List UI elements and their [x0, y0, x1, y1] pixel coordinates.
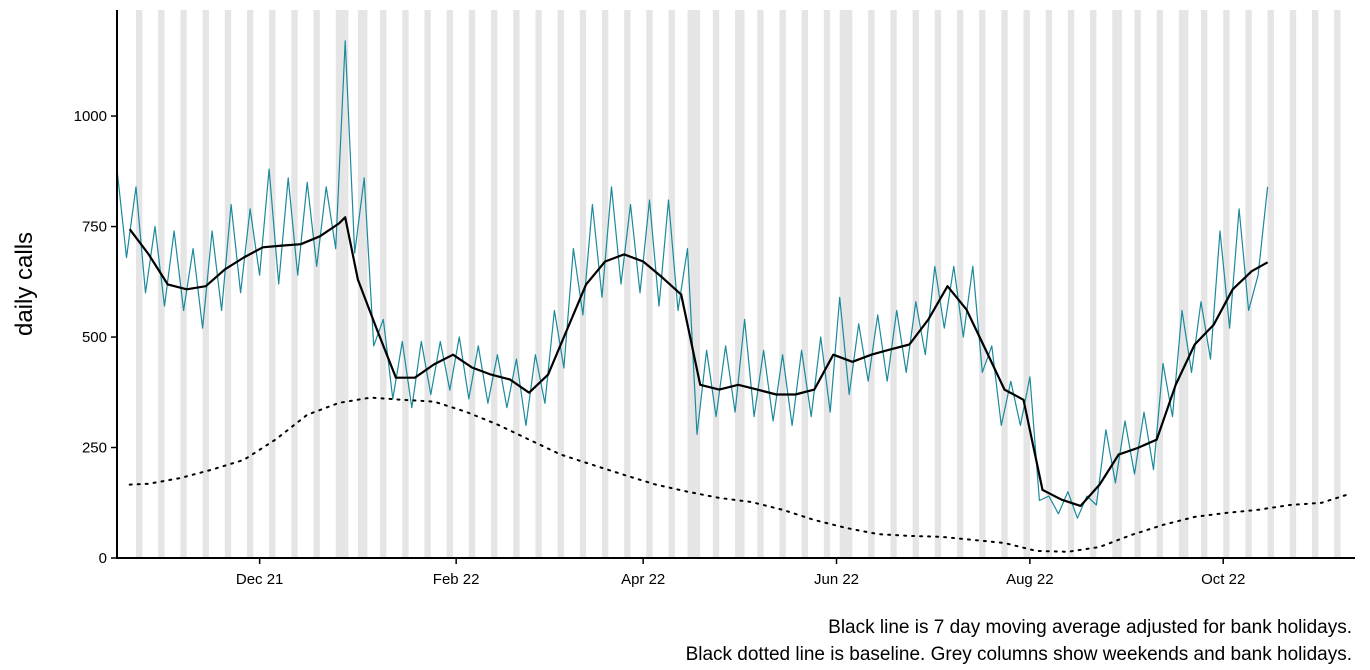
weekend-column: [579, 10, 587, 558]
x-tick-label: Jun 22: [814, 571, 859, 588]
weekend-column: [1001, 10, 1008, 558]
weekend-column: [1045, 10, 1053, 558]
weekend-column: [136, 10, 143, 558]
bank-holiday-column: [342, 10, 346, 558]
weekend-column: [535, 10, 542, 558]
weekend-column: [1245, 10, 1252, 558]
weekend-column: [1267, 10, 1274, 558]
bank-holiday-column: [1118, 10, 1122, 558]
weekend-column: [269, 10, 276, 558]
weekend-column: [690, 10, 698, 558]
weekend-column: [380, 10, 387, 558]
bank-holiday-column: [842, 10, 847, 558]
y-tick-label: 750: [82, 219, 107, 236]
series-line: [116, 40, 1269, 519]
weekend-column: [846, 10, 853, 558]
weekend-column: [757, 10, 764, 558]
weekend-column: [1023, 10, 1030, 558]
weekend-column: [912, 10, 919, 558]
weekend-column: [491, 10, 498, 558]
weekend-column: [868, 10, 875, 558]
bank-holiday-column: [741, 10, 745, 558]
weekend-column: [1178, 10, 1186, 558]
weekend-column: [1223, 10, 1230, 558]
weekend-column: [1134, 10, 1141, 558]
weekend-column: [1334, 10, 1341, 558]
weekend-column: [246, 10, 254, 558]
weekend-column: [735, 10, 742, 558]
caption: Black line is 7 day moving average adjus…: [828, 617, 1352, 638]
weekend-column: [823, 10, 831, 558]
weekend-column: [801, 10, 808, 558]
weekend-column: [956, 10, 964, 558]
bank-holiday-column: [364, 10, 368, 558]
weekend-column: [424, 10, 431, 558]
weekend-column: [1311, 10, 1319, 558]
weekend-column: [468, 10, 476, 558]
weekend-column: [1112, 10, 1119, 558]
x-tick-label: Apr 22: [621, 571, 665, 588]
weekend-column: [1067, 10, 1075, 558]
weekend-column: [624, 10, 631, 558]
y-tick-label: 250: [82, 440, 107, 457]
shading: [136, 10, 1341, 558]
series-line: [128, 396, 1348, 553]
weekend-column: [979, 10, 986, 558]
bank-holiday-column: [697, 10, 701, 558]
weekend-column: [513, 10, 520, 558]
bank-holiday-column: [345, 10, 349, 558]
weekend-column: [446, 10, 453, 558]
plot: [116, 40, 1348, 553]
weekend-column: [291, 10, 298, 558]
y-tick-label: 500: [82, 329, 107, 346]
series-line: [128, 216, 1269, 507]
weekend-column: [180, 10, 187, 558]
weekend-column: [1156, 10, 1163, 558]
weekend-column: [646, 10, 653, 558]
weekend-column: [224, 10, 232, 558]
weekend-column: [1289, 10, 1297, 558]
bank-holiday-column: [839, 10, 843, 558]
weekend-column: [1201, 10, 1208, 558]
x-tick-label: Dec 21: [236, 571, 284, 588]
y-axis-label: daily calls: [11, 232, 38, 336]
weekend-column: [890, 10, 897, 558]
weekend-column: [335, 10, 343, 558]
weekend-column: [313, 10, 320, 558]
weekend-column: [202, 10, 209, 558]
weekend-column: [357, 10, 365, 558]
weekend-column: [402, 10, 409, 558]
weekend-column: [1090, 10, 1097, 558]
weekend-column: [712, 10, 720, 558]
bank-holiday-column: [1185, 10, 1189, 558]
y-tick-label: 0: [99, 550, 107, 567]
x-tick-label: Aug 22: [1006, 571, 1054, 588]
weekend-column: [557, 10, 564, 558]
y-tick-label: 1000: [74, 108, 107, 125]
caption: Black dotted line is baseline. Grey colu…: [686, 644, 1352, 665]
weekend-column: [779, 10, 786, 558]
x-tick-label: Oct 22: [1201, 571, 1245, 588]
x-tick-label: Feb 22: [433, 571, 480, 588]
weekend-column: [601, 10, 609, 558]
weekend-column: [668, 10, 675, 558]
